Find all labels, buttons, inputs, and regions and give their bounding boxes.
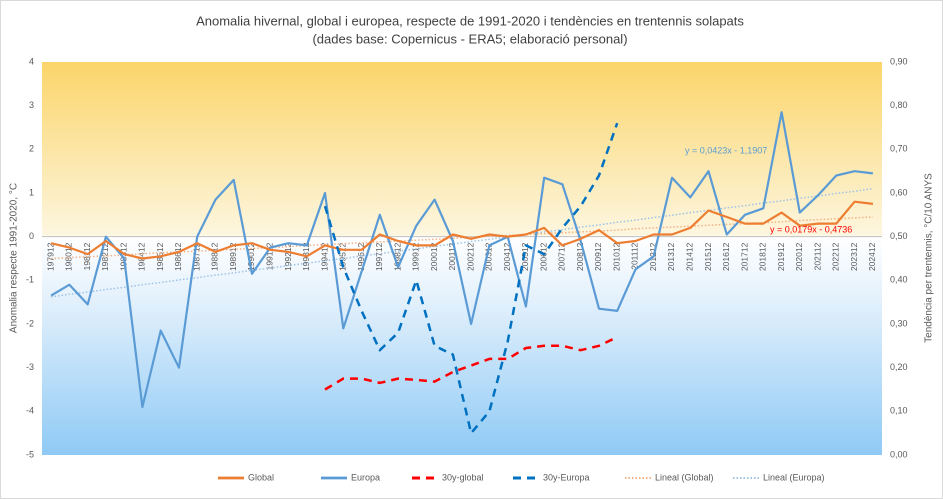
y2-tick-label: 0,70	[890, 144, 908, 154]
series-line	[50, 111, 874, 409]
y2-tick-label: 0,40	[890, 275, 908, 285]
x-tick-label: 200812	[575, 242, 585, 271]
series-line	[50, 187, 874, 298]
x-tick-label: 199412	[319, 242, 329, 271]
y2-axis-label: Tendència per trentennis, °C/10 ANYS	[924, 173, 935, 343]
series-line	[51, 216, 873, 260]
y2-tick-label: 0,10	[890, 406, 908, 416]
chart-subtitle: (dades base: Copernicus - ERA5; elaborac…	[312, 31, 627, 46]
y-tick-label: -1	[26, 275, 34, 285]
x-tick-label: 200512	[520, 242, 530, 271]
x-tick-label: 201612	[721, 242, 731, 271]
plot-background	[42, 62, 882, 455]
chart-title: Anomalia hivernal, global i europea, res…	[196, 13, 744, 28]
y2-tick-label: 0,80	[890, 100, 908, 110]
x-tick-label: 200912	[593, 242, 603, 271]
legend-label: Global	[248, 472, 274, 482]
x-tick-label: 199112	[265, 242, 275, 270]
x-tick-label: 199212	[283, 242, 293, 271]
x-tick-label: 202012	[794, 242, 804, 271]
x-tick-label: 201312	[666, 242, 676, 271]
x-tick-label: 198012	[64, 242, 74, 271]
x-tick-label: 199812	[392, 242, 402, 271]
y-tick-label: 3	[29, 100, 34, 110]
annotation: y = 0,0179x - 0,4736	[770, 224, 852, 234]
x-tick-label: 201812	[758, 242, 768, 271]
legend-label: Lineal (Europa)	[763, 472, 825, 482]
y2-tick-label: 0,20	[890, 362, 908, 372]
y-tick-label: 0	[29, 231, 34, 241]
y-tick-label: -3	[26, 362, 34, 372]
x-tick-label: 202312	[849, 242, 859, 271]
legend-label: Lineal (Global)	[655, 472, 714, 482]
legend-label: 30y-Europa	[543, 472, 590, 482]
x-tick-label: 198612	[173, 242, 183, 271]
x-tick-label: 200312	[484, 242, 494, 271]
x-tick-label: 201512	[703, 242, 713, 271]
x-tick-label: 200212	[465, 242, 475, 271]
x-tick-label: 199512	[338, 242, 348, 271]
x-tick-label: 199712	[374, 242, 384, 271]
x-tick-label: 202212	[831, 242, 841, 271]
series-line	[324, 335, 618, 391]
x-tick-label: 198212	[100, 242, 110, 271]
y-tick-label: -4	[26, 406, 34, 416]
y-tick-label: 1	[29, 187, 34, 197]
series-line	[323, 122, 619, 435]
x-tick-label: 198712	[191, 242, 201, 271]
y-tick-label: 4	[29, 56, 34, 66]
x-tick-label: 200612	[538, 242, 548, 271]
y-tick-label: 2	[29, 144, 34, 154]
x-tick-label: 201112	[630, 242, 640, 269]
y2-tick-label: 0,90	[890, 56, 908, 66]
x-tick-label: 201912	[776, 242, 786, 271]
y2-tick-label: 0,30	[890, 318, 908, 328]
x-tick-label: 200012	[429, 242, 439, 271]
x-tick-label: 201712	[739, 242, 749, 271]
y2-tick-label: 0,50	[890, 231, 908, 241]
y2-tick-label: 0,60	[890, 187, 908, 197]
x-tick-label: 199012	[246, 242, 256, 271]
x-tick-label: 199912	[411, 242, 421, 271]
x-tick-label: 197912	[45, 242, 55, 271]
x-tick-label: 200412	[502, 242, 512, 271]
x-tick-label: 200712	[557, 242, 567, 271]
x-tick-label: 200112	[447, 242, 457, 270]
y2-tick-label: 0,00	[890, 449, 908, 459]
y-axis-label: Anomalia respecte 1991-2020, °C	[9, 183, 20, 333]
y-tick-label: -2	[26, 318, 34, 328]
x-tick-label: 201012	[611, 242, 621, 271]
legend-label: 30y-global	[442, 472, 484, 482]
y-tick-label: -5	[26, 449, 34, 459]
x-tick-label: 198912	[228, 242, 238, 271]
x-tick-label: 198412	[137, 242, 147, 271]
legend-label: Europa	[351, 472, 380, 482]
x-tick-label: 202412	[867, 242, 877, 271]
series-line	[50, 200, 874, 260]
annotation: y = 0,0423x - 1,1907	[685, 145, 767, 155]
x-tick-label: 201412	[685, 242, 695, 271]
x-tick-label: 202112	[812, 242, 822, 270]
x-tick-label: 198812	[210, 242, 220, 271]
